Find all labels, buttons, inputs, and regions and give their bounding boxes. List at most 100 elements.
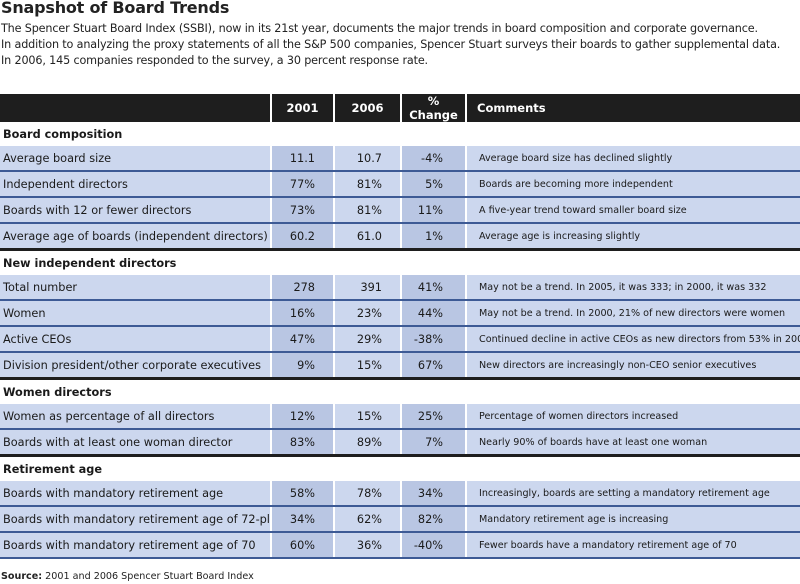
comment: Mandatory retirement age is increasing bbox=[465, 506, 800, 533]
value-2006: 81% bbox=[333, 171, 401, 198]
section-heading-row: Women directors bbox=[0, 378, 800, 404]
table-row: Boards with mandatory retirement age 58% 7… bbox=[0, 481, 800, 507]
source-text: 2001 and 2006 Spencer Stuart Board Index bbox=[45, 571, 254, 582]
percent-change: -38% bbox=[400, 326, 466, 353]
comment: Boards are becoming more independent bbox=[465, 171, 800, 198]
table-row: Independent directors 77% 81% 5% Boards are … bbox=[0, 171, 800, 198]
section-heading-row: Board composition bbox=[0, 122, 800, 146]
percent-change: 34% bbox=[400, 481, 466, 507]
percent-change: -4% bbox=[400, 146, 466, 172]
table-row: Women as percentage of all directors 12% 1… bbox=[0, 404, 800, 430]
comment: New directors are increasingly non-CEO s… bbox=[465, 352, 800, 380]
value-2006: 15% bbox=[333, 352, 401, 380]
row-label: Boards with mandatory retirement age of … bbox=[0, 532, 271, 559]
section-group: Women directors Women as percentage of al… bbox=[0, 378, 800, 457]
table-row: Active CEOs 47% 29% -38% Continued decline i… bbox=[0, 326, 800, 353]
header-change: % Change bbox=[401, 94, 467, 122]
intro-line: The Spencer Stuart Board Index (SSBI), n… bbox=[1, 22, 758, 35]
intro-line: In 2006, 145 companies responded to the … bbox=[1, 54, 428, 67]
row-label: Active CEOs bbox=[0, 326, 271, 353]
header-label bbox=[0, 94, 272, 122]
value-2006: 36% bbox=[333, 532, 401, 559]
table-row: Women 16% 23% 44% May not be a trend. In 200… bbox=[0, 300, 800, 327]
table-row: Average age of boards (independent direc… bbox=[0, 223, 800, 251]
value-2006: 89% bbox=[333, 429, 401, 457]
comment: Nearly 90% of boards have at least one w… bbox=[465, 429, 800, 457]
comment: Fewer boards have a mandatory retirement… bbox=[465, 532, 800, 559]
comment: Average board size has declined slightly bbox=[465, 146, 800, 172]
value-2006: 10.7 bbox=[333, 146, 401, 172]
value-2006: 61.0 bbox=[333, 223, 401, 251]
header-2006: 2006 bbox=[334, 94, 402, 122]
row-label: Boards with at least one woman director bbox=[0, 429, 271, 457]
value-2001: 12% bbox=[270, 404, 334, 430]
source-note: Source: 2001 and 2006 Spencer Stuart Boa… bbox=[1, 571, 254, 582]
value-2006: 62% bbox=[333, 506, 401, 533]
row-label: Boards with 12 or fewer directors bbox=[0, 197, 271, 224]
table-row: Boards with 12 or fewer directors 73% 81% 1… bbox=[0, 197, 800, 224]
percent-change: 11% bbox=[400, 197, 466, 224]
value-2001: 11.1 bbox=[270, 146, 334, 172]
row-label: Independent directors bbox=[0, 171, 271, 198]
percent-change: 5% bbox=[400, 171, 466, 198]
page-title: Snapshot of Board Trends bbox=[1, 0, 230, 17]
percent-change: -40% bbox=[400, 532, 466, 559]
percent-change: 82% bbox=[400, 506, 466, 533]
section-group: Board composition Average board size 11.1 1… bbox=[0, 122, 800, 251]
value-2001: 83% bbox=[270, 429, 334, 457]
value-2006: 23% bbox=[333, 300, 401, 327]
section-heading: Board composition bbox=[0, 122, 800, 146]
value-2001: 60.2 bbox=[270, 223, 334, 251]
comment: May not be a trend. In 2005, it was 333;… bbox=[465, 275, 800, 301]
row-label: Boards with mandatory retirement age bbox=[0, 481, 271, 507]
value-2006: 391 bbox=[333, 275, 401, 301]
intro-paragraph: The Spencer Stuart Board Index (SSBI), n… bbox=[1, 21, 799, 69]
comment: Percentage of women directors increased bbox=[465, 404, 800, 430]
row-label: Average board size bbox=[0, 146, 271, 172]
row-label: Women as percentage of all directors bbox=[0, 404, 271, 430]
intro-line: In addition to analyzing the proxy state… bbox=[1, 38, 781, 51]
comment: May not be a trend. In 2000, 21% of new … bbox=[465, 300, 800, 327]
row-label: Average age of boards (independent direc… bbox=[0, 223, 271, 251]
table-row: Boards with mandatory retirement age of … bbox=[0, 506, 800, 533]
section-heading: New independent directors bbox=[0, 249, 800, 275]
percent-change: 41% bbox=[400, 275, 466, 301]
value-2006: 15% bbox=[333, 404, 401, 430]
percent-change: 67% bbox=[400, 352, 466, 380]
section-heading-row: New independent directors bbox=[0, 249, 800, 275]
header-2001: 2001 bbox=[271, 94, 335, 122]
value-2001: 58% bbox=[270, 481, 334, 507]
section-heading: Retirement age bbox=[0, 455, 800, 481]
row-label: Boards with mandatory retirement age of … bbox=[0, 506, 271, 533]
value-2001: 77% bbox=[270, 171, 334, 198]
percent-change: 7% bbox=[400, 429, 466, 457]
value-2006: 78% bbox=[333, 481, 401, 507]
table-header: 2001 2006 % Change Comments bbox=[0, 94, 800, 122]
comment: A five-year trend toward smaller board s… bbox=[465, 197, 800, 224]
value-2001: 9% bbox=[270, 352, 334, 380]
comment: Continued decline in active CEOs as new … bbox=[465, 326, 800, 353]
comment: Increasingly, boards are setting a manda… bbox=[465, 481, 800, 507]
section-heading: Women directors bbox=[0, 378, 800, 404]
section-heading-row: Retirement age bbox=[0, 455, 800, 481]
value-2001: 16% bbox=[270, 300, 334, 327]
value-2001: 34% bbox=[270, 506, 334, 533]
percent-change: 44% bbox=[400, 300, 466, 327]
board-trends-table: 2001 2006 % Change Comments Board compos… bbox=[0, 94, 800, 559]
value-2001: 73% bbox=[270, 197, 334, 224]
source-label: Source: bbox=[1, 571, 43, 582]
header-comments: Comments bbox=[466, 94, 800, 122]
row-label: Division president/other corporate execu… bbox=[0, 352, 271, 380]
table-row: Total number 278 391 41% May not be a trend.… bbox=[0, 275, 800, 301]
comment: Average age is increasing slightly bbox=[465, 223, 800, 251]
percent-change: 1% bbox=[400, 223, 466, 251]
value-2006: 81% bbox=[333, 197, 401, 224]
row-label: Women bbox=[0, 300, 271, 327]
section-group: New independent directors Total number 278… bbox=[0, 249, 800, 380]
table-row: Boards with at least one woman director 8… bbox=[0, 429, 800, 457]
percent-change: 25% bbox=[400, 404, 466, 430]
table-row: Average board size 11.1 10.7 -4% Average boa… bbox=[0, 146, 800, 172]
value-2006: 29% bbox=[333, 326, 401, 353]
value-2001: 278 bbox=[270, 275, 334, 301]
